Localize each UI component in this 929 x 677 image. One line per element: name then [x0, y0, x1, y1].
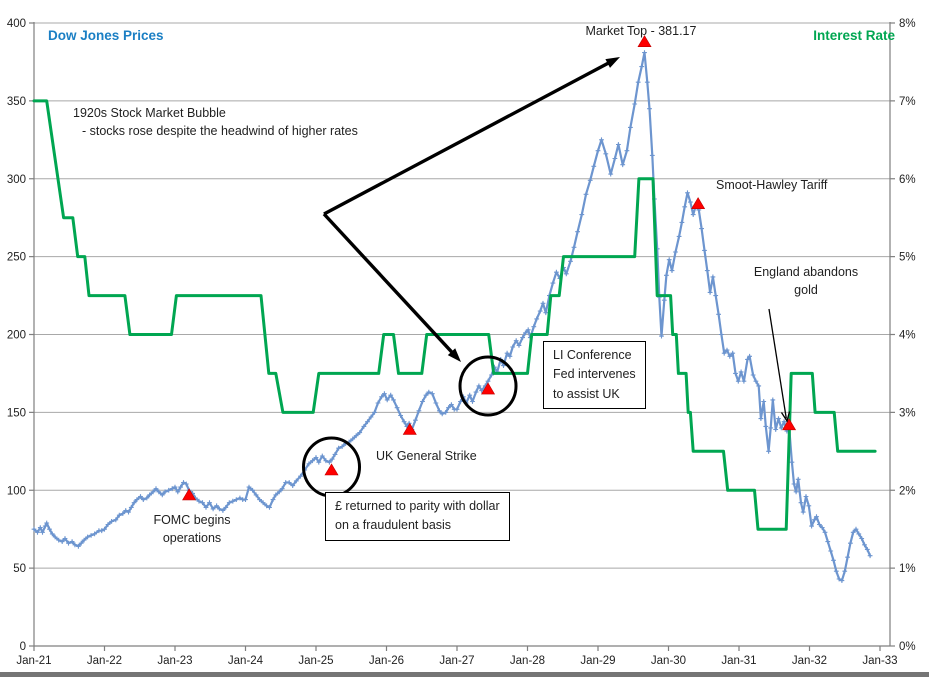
fomc-line2: operations: [162, 531, 222, 546]
annotation-market-top: Market Top - 381.17: [585, 24, 697, 38]
parity-line2: on a fraudulent basis: [335, 518, 452, 533]
left-axis-label: 300: [7, 174, 26, 186]
x-axis-label: Jan-33: [862, 655, 897, 667]
right-axis-label: 5%: [899, 252, 916, 264]
annotation-box-parity: £ returned to parity with dollar on a fr…: [325, 492, 510, 541]
x-axis-label: Jan-22: [87, 655, 122, 667]
li-line1: LI Conference: [553, 348, 632, 362]
event-marker-triangle: [691, 197, 706, 209]
x-axis-label: Jan-21: [16, 655, 51, 667]
dow-jones-series-title: Dow Jones Prices: [48, 28, 164, 43]
interest-rate-line: [32, 99, 877, 531]
annotation-arrows: [322, 57, 791, 423]
right-axis-label: 0%: [899, 641, 916, 653]
england-line1: England abandons: [753, 265, 859, 279]
left-axis-label: 350: [7, 96, 26, 108]
right-axis-label: 2%: [899, 485, 916, 497]
left-axis-label: 100: [7, 485, 26, 497]
x-axis-label: Jan-24: [228, 655, 264, 667]
x-axis-label: Jan-30: [651, 655, 686, 667]
bubble-line1: 1920s Stock Market Bubble: [73, 106, 226, 120]
arrow-england-gold-head: [780, 411, 791, 423]
event-marker-triangle: [402, 422, 417, 435]
left-axis-label: 200: [7, 330, 26, 342]
x-axis-label: Jan-25: [298, 655, 333, 667]
arrow-to-market-top-head: [605, 57, 620, 68]
x-axis-label: Jan-27: [439, 655, 474, 667]
fomc-line1: FOMC begins: [153, 513, 231, 527]
x-axis-label: Jan-32: [792, 655, 827, 667]
annotation-1920s-bubble: 1920s Stock Market Bubble - stocks rose …: [73, 104, 358, 140]
right-axis-label: 1%: [899, 563, 916, 575]
england-line2: gold: [794, 283, 818, 298]
x-axis-label: Jan-23: [157, 655, 192, 667]
right-axis-label: 4%: [899, 330, 916, 342]
arrow-england-gold: [768, 308, 787, 419]
right-axis-label: 6%: [899, 174, 916, 186]
left-axis-label: 250: [7, 252, 26, 264]
event-marker-triangle: [637, 35, 652, 47]
event-marker-triangle: [782, 418, 797, 431]
annotation-smoot-hawley: Smoot-Hawley Tariff: [716, 178, 828, 192]
x-axis-label: Jan-29: [580, 655, 615, 667]
window-bottom-edge: [0, 672, 929, 677]
right-axis-label: 8%: [899, 18, 916, 30]
annotation-uk-strike: UK General Strike: [376, 449, 477, 463]
left-axis-label: 400: [7, 18, 26, 30]
annotation-box-li-conference: LI Conference Fed intervenes to assist U…: [543, 341, 646, 410]
li-line2: Fed intervenes: [553, 367, 636, 382]
li-line3: to assist UK: [553, 386, 620, 401]
parity-line1: £ returned to parity with dollar: [335, 499, 500, 513]
annotation-england-gold: England abandons gold: [744, 263, 868, 299]
x-axis-label: Jan-26: [369, 655, 404, 667]
right-axis-label: 7%: [899, 96, 916, 108]
event-highlight-circle: [458, 355, 518, 417]
left-axis-label: 0: [20, 641, 26, 653]
arrow-to-market-top: [323, 61, 610, 216]
x-axis-label: Jan-28: [510, 655, 545, 667]
right-axis-label: 3%: [899, 407, 916, 419]
dow-jones-point-markers: [31, 50, 873, 583]
event-marker-triangle: [324, 463, 339, 476]
left-axis-label: 150: [7, 407, 26, 419]
interest-rate-series-title: Interest Rate: [813, 28, 895, 43]
event-marker-triangle: [480, 382, 496, 395]
left-axis-label: 50: [13, 563, 26, 575]
plot-layer: 0 50 100 150 200 250 300 350 400 0% 1% 2% 3% 4% 5% 6% 7%…: [7, 18, 916, 667]
bubble-line2: - stocks rose despite the headwind of hi…: [82, 124, 358, 139]
x-axis-label: Jan-31: [721, 655, 756, 667]
arrow-to-li-circle-head: [447, 348, 461, 362]
event-marker-triangle: [182, 488, 197, 501]
annotation-fomc: FOMC begins operations: [140, 511, 244, 547]
arrow-to-li-circle: [322, 212, 454, 354]
